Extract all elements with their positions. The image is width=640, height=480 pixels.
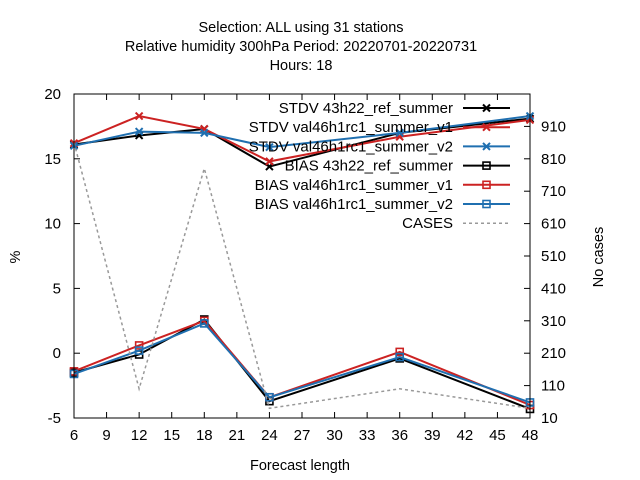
- series-line-cases: [73, 142, 531, 410]
- point-bias-val46h1rc1-summer-v2-18: [199, 319, 209, 328]
- legend-entry-bias-val46h1rc1-summer-v1: BIAS val46h1rc1_summer_v1: [255, 177, 510, 194]
- axis-ticks: 6 9 12 15 18 21 24 27 30 33 36 39 42 45 48-50510152010…: [44, 86, 566, 444]
- legend-label-stdv-val46h1rc1-summer-v1: STDV val46h1rc1_summer_v1: [249, 119, 453, 136]
- y2-tick-label-10: 10: [541, 410, 558, 427]
- legend-marker-stdv-43h22-ref-summer: [482, 103, 491, 113]
- series-line-bias-43h22-ref-summer: [73, 318, 531, 410]
- point-stdv-val46h1rc1-summer-v2-36-stroke-b: [395, 128, 404, 138]
- point-bias-val46h1rc1-summer-v1-12: [134, 341, 144, 350]
- point-stdv-val46h1rc1-summer-v2-18-stroke-b: [200, 128, 209, 138]
- x-tick-label-39: 39: [424, 427, 441, 444]
- y-tick-label-0: 0: [53, 345, 61, 362]
- point-stdv-val46h1rc1-summer-v2-12-stroke-b: [134, 127, 144, 136]
- series-line-bias-val46h1rc1-summer-v1: [73, 319, 531, 406]
- x-tick-label-36: 36: [391, 427, 408, 444]
- x-axis-label: Forecast length: [250, 458, 350, 474]
- legend-marker-stdv-val46h1rc1-summer-v2: [482, 142, 491, 151]
- legend-entry-stdv-val46h1rc1-summer-v1: STDV val46h1rc1_summer_v1: [249, 119, 510, 136]
- y2-tick-label-210: 210: [541, 345, 566, 362]
- series-line-stdv-val46h1rc1-summer-v1: [73, 114, 531, 163]
- x-tick-label-6: 6: [70, 427, 78, 444]
- legend-marker-bias-43h22-ref-summer: [482, 161, 491, 170]
- legend: STDV 43h22_ref_summer STDV val46h1rc1_sum…: [249, 100, 510, 232]
- legend-entry-bias-val46h1rc1-summer-v2: BIAS val46h1rc1_summer_v2: [255, 196, 510, 213]
- legend-label-bias-43h22-ref-summer: BIAS 43h22_ref_summer: [285, 158, 453, 175]
- y-tick-label--5: -5: [48, 410, 61, 427]
- legend-label-stdv-43h22-ref-summer: STDV 43h22_ref_summer: [279, 100, 453, 117]
- y2-tick-label-310: 310: [541, 313, 566, 330]
- x-tick-label-18: 18: [196, 427, 213, 444]
- series-bias-val46h1rc1-summer-v1: [69, 316, 535, 410]
- point-stdv-val46h1rc1-summer-v1-24-stroke-b: [265, 157, 274, 166]
- point-stdv-val46h1rc1-summer-v1-12-stroke-b: [134, 111, 144, 121]
- x-tick-label-33: 33: [359, 427, 376, 444]
- x-tick-label-9: 9: [102, 427, 110, 444]
- legend-entry-cases: CASES: [402, 215, 510, 232]
- series-cases: [73, 142, 531, 410]
- series-line-bias-val46h1rc1-summer-v2: [73, 322, 531, 404]
- y2-tick-label-510: 510: [541, 248, 566, 265]
- y2-tick-label-410: 410: [541, 280, 566, 297]
- x-tick-label-21: 21: [229, 427, 246, 444]
- legend-label-bias-val46h1rc1-summer-v1: BIAS val46h1rc1_summer_v1: [255, 177, 453, 194]
- legend-label-cases: CASES: [402, 215, 453, 232]
- point-bias-val46h1rc1-summer-v2-12: [134, 346, 144, 355]
- x-tick-label-27: 27: [294, 427, 311, 444]
- y-tick-label-5: 5: [53, 280, 61, 297]
- legend-entry-stdv-43h22-ref-summer: STDV 43h22_ref_summer: [279, 100, 510, 117]
- point-stdv-val46h1rc1-summer-v2-36: [395, 128, 404, 138]
- y2-tick-label-110: 110: [541, 378, 565, 395]
- y-axis-label: %: [8, 250, 24, 263]
- y-tick-label-15: 15: [44, 151, 61, 168]
- point-stdv-val46h1rc1-summer-v1-24: [265, 157, 274, 166]
- y2-axis-label: No cases: [591, 227, 607, 287]
- point-stdv-val46h1rc1-summer-v1-12: [134, 111, 144, 121]
- series-stdv-val46h1rc1-summer-v2: [69, 111, 535, 152]
- legend-marker-bias-val46h1rc1-summer-v2: [482, 199, 491, 209]
- legend-entry-stdv-val46h1rc1-summer-v2: STDV val46h1rc1_summer_v2: [249, 138, 510, 155]
- legend-marker-stdv-val46h1rc1-summer-v1-stroke-b: [482, 122, 491, 132]
- series-line-stdv-val46h1rc1-summer-v2: [73, 115, 531, 149]
- legend-entry-bias-43h22-ref-summer: BIAS 43h22_ref_summer: [285, 158, 510, 175]
- legend-label-bias-val46h1rc1-summer-v2: BIAS val46h1rc1_summer_v2: [255, 196, 453, 213]
- x-tick-label-24: 24: [261, 427, 278, 444]
- legend-label-stdv-val46h1rc1-summer-v2: STDV val46h1rc1_summer_v2: [249, 138, 453, 155]
- y2-tick-label-910: 910: [541, 118, 566, 135]
- x-tick-label-30: 30: [326, 427, 343, 444]
- x-tick-label-42: 42: [457, 427, 474, 444]
- legend-marker-bias-val46h1rc1-summer-v1: [482, 180, 491, 190]
- x-tick-label-48: 48: [522, 427, 539, 444]
- y2-tick-label-610: 610: [541, 216, 566, 233]
- point-stdv-val46h1rc1-summer-v2-18: [200, 128, 209, 138]
- y2-tick-label-710: 710: [541, 183, 566, 200]
- point-bias-val46h1rc1-summer-v2-36: [395, 352, 405, 362]
- y2-tick-label-810: 810: [541, 151, 566, 168]
- y-tick-label-20: 20: [44, 86, 61, 103]
- point-stdv-val46h1rc1-summer-v2-12: [134, 127, 144, 136]
- chart-title: Selection: ALL using 31 stations Relativ…: [125, 20, 477, 74]
- x-tick-label-15: 15: [163, 427, 180, 444]
- title-line-3: Hours: 18: [270, 58, 333, 74]
- series-bias-val46h1rc1-summer-v2: [69, 319, 535, 407]
- legend-marker-stdv-val46h1rc1-summer-v2-stroke-b: [482, 142, 491, 151]
- point-bias-val46h1rc1-summer-v1-36: [395, 347, 405, 357]
- series-bias-43h22-ref-summer: [69, 315, 535, 414]
- x-tick-label-12: 12: [131, 427, 148, 444]
- title-line-1: Selection: ALL using 31 stations: [198, 20, 403, 36]
- title-line-2: Relative humidity 300hPa Period: 2022070…: [125, 39, 477, 55]
- x-tick-label-45: 45: [489, 427, 506, 444]
- y-tick-label-10: 10: [44, 216, 61, 233]
- legend-marker-stdv-43h22-ref-summer-stroke-b: [482, 103, 491, 113]
- point-stdv-val46h1rc1-summer-v2-24: [265, 142, 274, 152]
- legend-marker-stdv-val46h1rc1-summer-v1: [482, 122, 491, 132]
- point-stdv-val46h1rc1-summer-v2-24-stroke-b: [265, 142, 274, 152]
